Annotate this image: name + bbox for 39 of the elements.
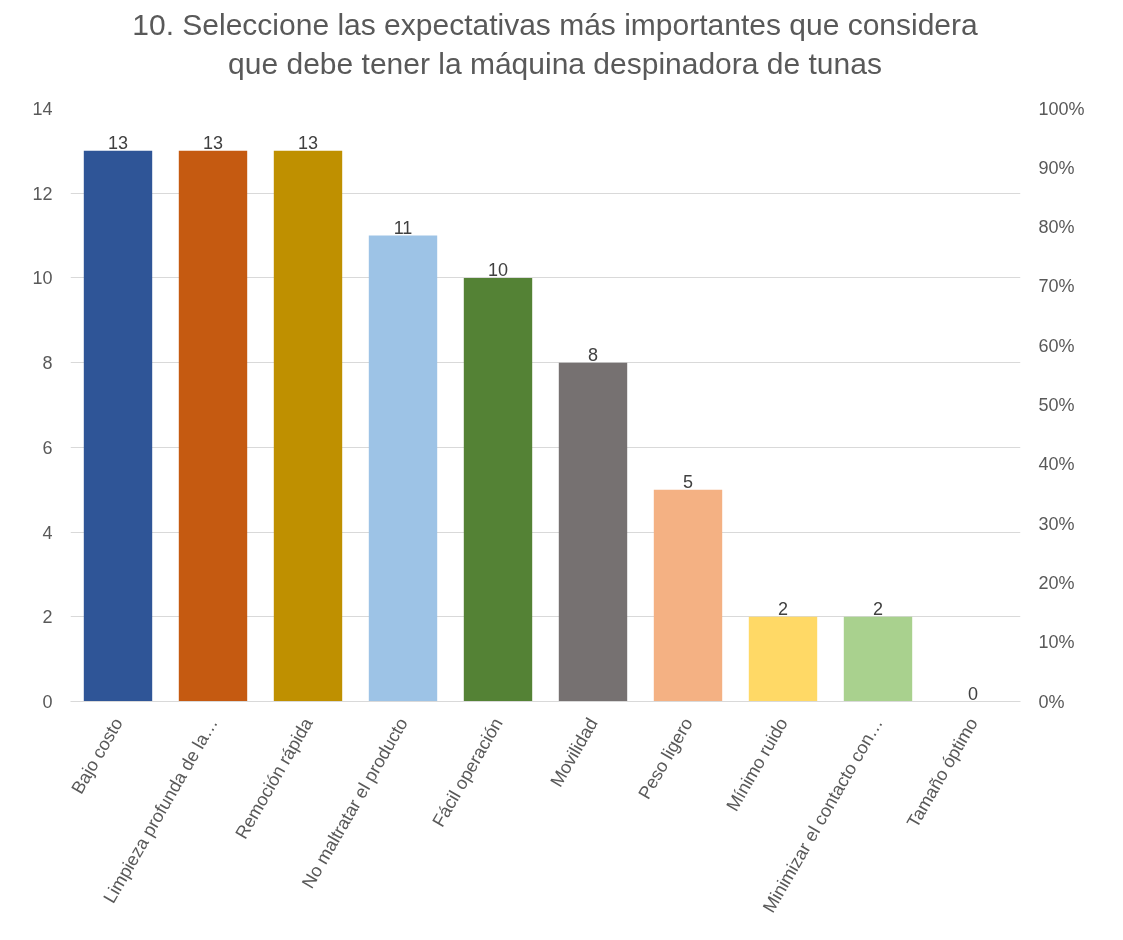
y2-tick-label: 60%	[1038, 335, 1075, 356]
y2-tick-label: 30%	[1038, 513, 1075, 534]
y-tick-label: 4	[42, 522, 53, 543]
y-tick-label: 6	[42, 437, 53, 458]
y-tick-label: 10	[32, 268, 53, 289]
y2-tick-label: 90%	[1038, 157, 1075, 178]
bar	[748, 616, 818, 702]
data-label: 8	[587, 344, 599, 365]
bar	[83, 150, 153, 702]
data-label: 11	[393, 217, 413, 238]
data-label: 13	[202, 132, 224, 153]
y2-tick-label: 100%	[1038, 98, 1085, 119]
bar	[368, 235, 438, 702]
data-label: 0	[967, 683, 979, 704]
data-label: 10	[487, 259, 509, 280]
y2-tick-label: 70%	[1038, 276, 1075, 297]
y2-tick-label: 50%	[1038, 395, 1075, 415]
y2-tick-label: 0%	[1038, 691, 1065, 712]
bar	[273, 150, 343, 702]
data-label: 13	[107, 132, 129, 153]
y2-tick-label: 80%	[1038, 217, 1075, 238]
data-label: 13	[297, 132, 319, 153]
y2-tick-label: 10%	[1038, 632, 1075, 653]
y-tick-label: 12	[32, 183, 53, 204]
data-label: 2	[872, 598, 884, 619]
y-tick-label: 14	[32, 99, 53, 119]
chart-title: 10. Seleccione las expectativas más importantes que considera que debe tener la máquina despinadora de tunas	[132, 7, 978, 82]
bar	[843, 616, 913, 702]
data-label: 5	[682, 471, 694, 492]
bar	[558, 362, 628, 702]
bar	[463, 277, 533, 702]
data-label: 2	[777, 598, 789, 619]
y-tick-label: 2	[42, 607, 53, 628]
y2-tick-label: 20%	[1038, 572, 1075, 593]
y-tick-label: 0	[42, 692, 53, 712]
bar	[178, 150, 248, 702]
y-tick-label: 8	[42, 353, 53, 374]
bar	[653, 489, 723, 702]
y2-tick-label: 40%	[1038, 454, 1075, 475]
